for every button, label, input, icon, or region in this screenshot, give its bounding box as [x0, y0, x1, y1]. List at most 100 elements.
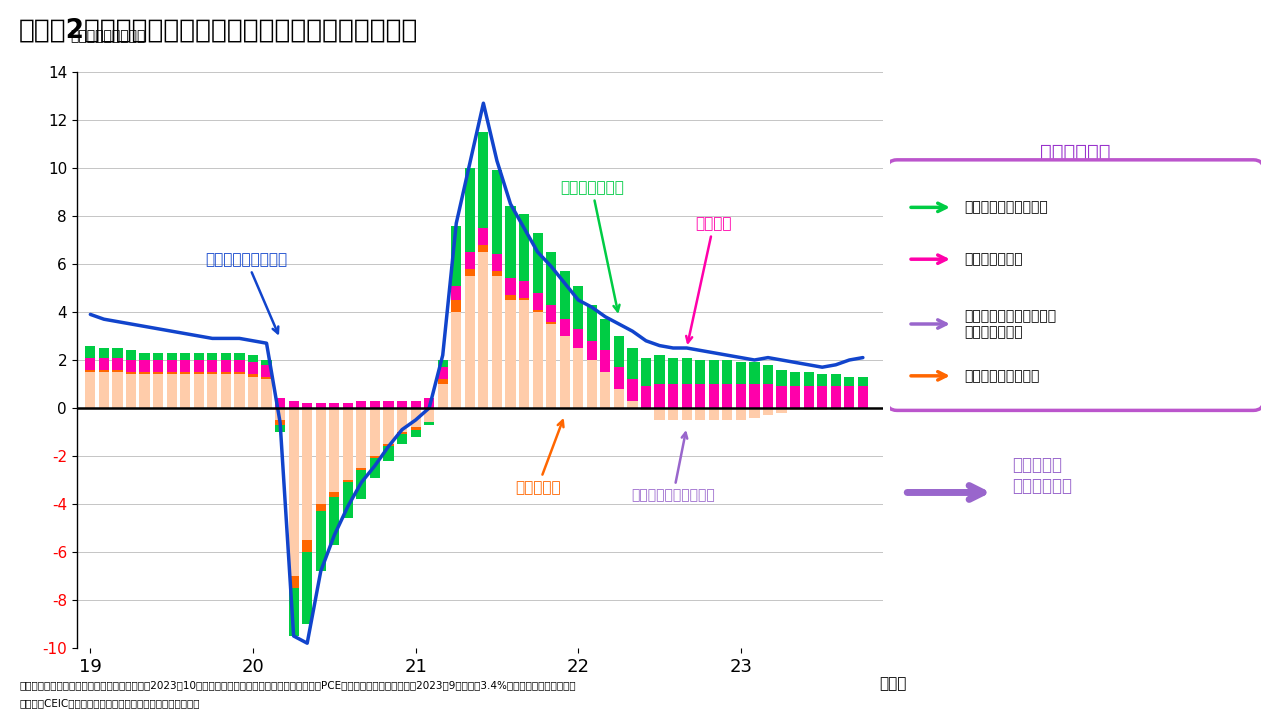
Bar — [86, 358, 96, 369]
Bar — [479, 132, 489, 228]
Bar — [506, 295, 516, 300]
Bar — [777, 387, 787, 408]
Bar — [547, 324, 557, 408]
Bar — [234, 374, 244, 408]
Bar — [438, 367, 448, 379]
Bar — [220, 372, 230, 374]
Bar — [193, 353, 204, 360]
FancyBboxPatch shape — [886, 160, 1265, 410]
Bar — [858, 387, 868, 408]
Text: 今後の方向性: 今後の方向性 — [1039, 143, 1111, 161]
Bar — [99, 372, 109, 408]
Bar — [384, 401, 394, 408]
Bar — [180, 360, 191, 372]
Bar — [397, 432, 407, 434]
Bar — [424, 408, 434, 423]
Bar — [831, 387, 841, 408]
Bar — [845, 387, 855, 408]
Bar — [316, 511, 326, 571]
Bar — [275, 425, 285, 432]
Text: 失業率要因は横ばい: 失業率要因は横ばい — [964, 369, 1039, 383]
Bar — [113, 372, 123, 408]
Bar — [641, 408, 652, 410]
Bar — [302, 540, 312, 552]
Bar — [193, 374, 204, 408]
Bar — [261, 365, 271, 377]
Bar — [288, 408, 298, 576]
Bar — [492, 276, 502, 408]
Bar — [600, 319, 611, 351]
Bar — [438, 384, 448, 408]
Bar — [790, 372, 800, 387]
Bar — [559, 319, 570, 336]
Bar — [749, 362, 759, 384]
Bar — [518, 281, 529, 297]
Bar — [749, 408, 759, 418]
Bar — [682, 384, 691, 408]
Bar — [559, 271, 570, 319]
Bar — [763, 384, 773, 408]
Bar — [207, 372, 218, 374]
Bar — [479, 228, 489, 245]
Text: １人あたり実質賃金要: １人あたり実質賃金要 — [631, 433, 716, 503]
Bar — [207, 353, 218, 360]
Bar — [384, 408, 394, 444]
Bar — [275, 408, 285, 420]
Bar — [411, 408, 421, 427]
Bar — [86, 369, 96, 372]
Bar — [99, 358, 109, 369]
Bar — [682, 408, 691, 420]
Bar — [113, 348, 123, 358]
Bar — [451, 225, 461, 286]
Bar — [207, 374, 218, 408]
Bar — [370, 456, 380, 459]
Bar — [166, 372, 177, 374]
Bar — [845, 377, 855, 387]
Bar — [532, 233, 543, 293]
Bar — [207, 360, 218, 372]
Bar — [356, 470, 366, 499]
Bar — [220, 353, 230, 360]
Bar — [356, 468, 366, 470]
Bar — [86, 372, 96, 408]
Bar — [193, 360, 204, 372]
Bar — [831, 408, 841, 410]
Bar — [641, 387, 652, 408]
Bar — [316, 403, 326, 408]
Bar — [858, 377, 868, 387]
Bar — [492, 254, 502, 271]
Bar — [532, 310, 543, 312]
Bar — [532, 312, 543, 408]
Bar — [722, 360, 732, 384]
Bar — [709, 408, 719, 420]
Bar — [261, 360, 271, 365]
Bar — [547, 252, 557, 305]
Text: 全体として
緩やかに減速: 全体として 緩やかに減速 — [1012, 456, 1073, 495]
Bar — [518, 214, 529, 281]
Bar — [506, 279, 516, 295]
Bar — [248, 377, 259, 408]
Bar — [465, 252, 475, 269]
Bar — [125, 351, 136, 360]
Bar — [288, 576, 298, 588]
Bar — [777, 369, 787, 387]
Bar — [356, 408, 366, 468]
Bar — [166, 374, 177, 408]
Text: 労働参加率要因: 労働参加率要因 — [559, 180, 623, 311]
Bar — [154, 372, 164, 374]
Bar — [614, 389, 625, 408]
Bar — [154, 374, 164, 408]
Bar — [343, 482, 353, 518]
Bar — [518, 297, 529, 300]
Bar — [777, 408, 787, 413]
Bar — [234, 372, 244, 374]
Bar — [140, 374, 150, 408]
Bar — [479, 252, 489, 408]
Bar — [180, 374, 191, 408]
Bar — [370, 401, 380, 408]
Bar — [695, 360, 705, 384]
Bar — [586, 360, 596, 408]
Bar — [180, 353, 191, 360]
Bar — [125, 372, 136, 374]
Bar — [790, 387, 800, 408]
